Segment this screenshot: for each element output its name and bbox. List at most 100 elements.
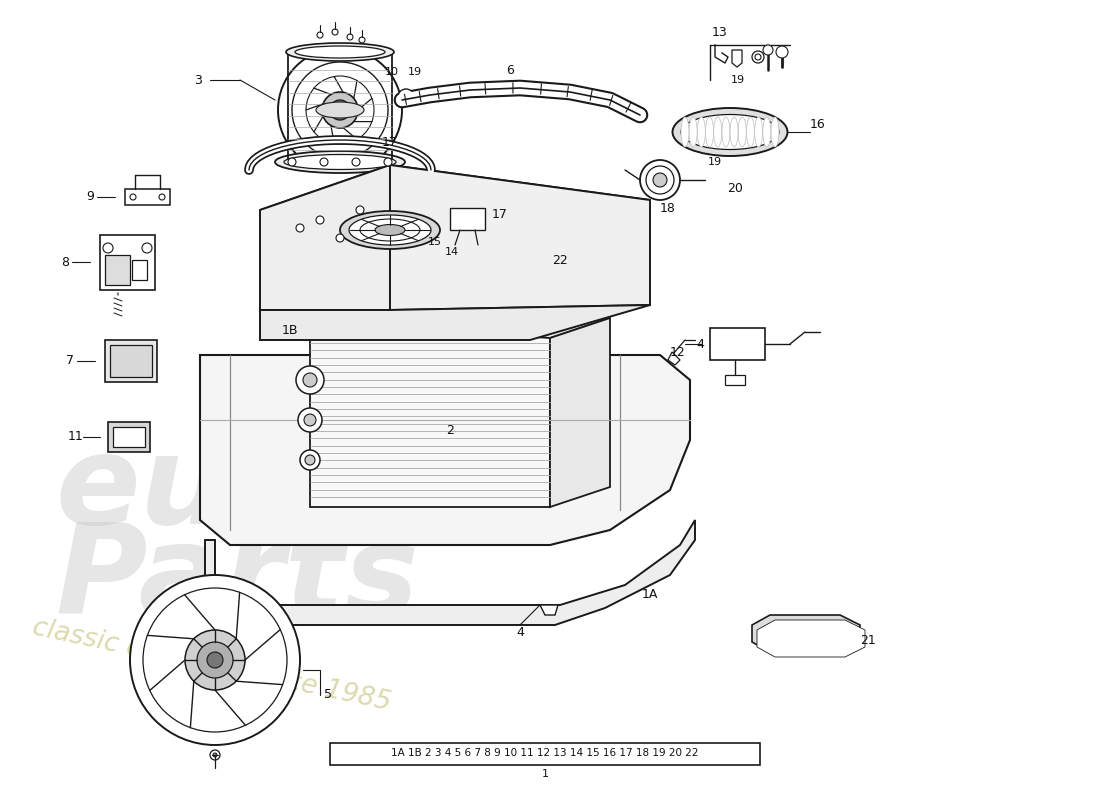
Polygon shape [310, 303, 610, 338]
Text: 21: 21 [860, 634, 876, 646]
Circle shape [302, 373, 317, 387]
Ellipse shape [672, 108, 788, 156]
Text: 4: 4 [516, 626, 524, 638]
Text: 1A 1B 2 3 4 5 6 7 8 9 10 11 12 13 14 15 16 17 18 19 20 22: 1A 1B 2 3 4 5 6 7 8 9 10 11 12 13 14 15 … [392, 748, 698, 758]
Circle shape [322, 92, 358, 128]
Text: 3: 3 [194, 74, 202, 86]
Circle shape [755, 54, 761, 60]
Bar [450, 208, 485, 230]
Circle shape [296, 224, 304, 232]
Bar [104, 340, 157, 382]
Circle shape [317, 32, 323, 38]
Circle shape [384, 158, 392, 166]
Text: 18: 18 [660, 202, 675, 214]
Text: 7: 7 [66, 354, 74, 367]
Circle shape [304, 414, 316, 426]
Text: 16: 16 [810, 118, 826, 130]
Circle shape [320, 158, 328, 166]
Text: euro: euro [55, 430, 376, 550]
Ellipse shape [697, 117, 705, 147]
Circle shape [316, 216, 324, 224]
Circle shape [207, 652, 223, 668]
Circle shape [305, 455, 315, 465]
Text: 11: 11 [68, 430, 84, 443]
Circle shape [130, 194, 136, 200]
Circle shape [300, 450, 320, 470]
Bar [330, 743, 760, 765]
Text: 12: 12 [670, 346, 686, 358]
Circle shape [143, 588, 287, 732]
Polygon shape [260, 165, 390, 310]
Circle shape [142, 243, 152, 253]
Polygon shape [732, 50, 742, 67]
Ellipse shape [722, 117, 730, 147]
Ellipse shape [705, 117, 714, 147]
Bar [100, 235, 155, 290]
Bar [113, 427, 145, 447]
Polygon shape [668, 352, 680, 365]
Text: 1B: 1B [282, 323, 298, 337]
Text: Parts: Parts [55, 519, 419, 641]
Circle shape [278, 48, 402, 172]
Text: 19: 19 [708, 157, 722, 167]
Circle shape [352, 158, 360, 166]
Ellipse shape [375, 225, 405, 235]
Circle shape [292, 62, 388, 158]
Text: 4: 4 [696, 338, 704, 351]
Circle shape [336, 234, 344, 242]
Circle shape [330, 100, 350, 120]
Ellipse shape [349, 215, 431, 245]
Circle shape [298, 408, 322, 432]
Circle shape [653, 173, 667, 187]
Circle shape [197, 642, 233, 678]
Text: 19: 19 [730, 75, 745, 85]
Ellipse shape [295, 46, 385, 58]
Ellipse shape [747, 117, 755, 147]
Ellipse shape [714, 117, 722, 147]
Circle shape [359, 37, 365, 43]
Bar [725, 375, 745, 385]
Text: 10: 10 [385, 67, 399, 77]
Bar [132, 260, 147, 280]
Polygon shape [390, 165, 650, 310]
Polygon shape [550, 318, 610, 507]
Bar [108, 422, 150, 452]
Text: 6: 6 [506, 63, 514, 77]
Circle shape [306, 76, 374, 144]
Circle shape [336, 105, 345, 115]
Ellipse shape [286, 43, 394, 61]
Ellipse shape [681, 114, 779, 150]
Ellipse shape [275, 151, 405, 173]
Circle shape [356, 206, 364, 214]
Circle shape [752, 51, 764, 63]
Text: 14: 14 [444, 247, 459, 257]
Ellipse shape [755, 117, 762, 147]
Circle shape [130, 575, 300, 745]
Text: 15: 15 [428, 237, 442, 247]
Text: 1A: 1A [641, 589, 658, 602]
Ellipse shape [690, 117, 697, 147]
Polygon shape [540, 605, 558, 615]
Ellipse shape [738, 117, 746, 147]
Bar [104, 255, 130, 285]
Ellipse shape [284, 154, 396, 170]
Text: 2: 2 [447, 423, 454, 437]
Ellipse shape [771, 117, 779, 147]
Polygon shape [757, 620, 865, 657]
Ellipse shape [762, 117, 771, 147]
Ellipse shape [681, 117, 689, 147]
Ellipse shape [360, 219, 420, 241]
Polygon shape [200, 355, 690, 545]
Ellipse shape [730, 117, 738, 147]
Polygon shape [310, 323, 550, 507]
Circle shape [640, 160, 680, 200]
Text: 1: 1 [541, 769, 549, 779]
Circle shape [332, 29, 338, 35]
Polygon shape [205, 520, 695, 625]
Text: 8: 8 [60, 255, 69, 269]
Circle shape [185, 630, 245, 690]
Text: 13: 13 [712, 26, 728, 39]
Circle shape [210, 750, 220, 760]
Ellipse shape [340, 211, 440, 249]
Text: 22: 22 [552, 254, 568, 266]
